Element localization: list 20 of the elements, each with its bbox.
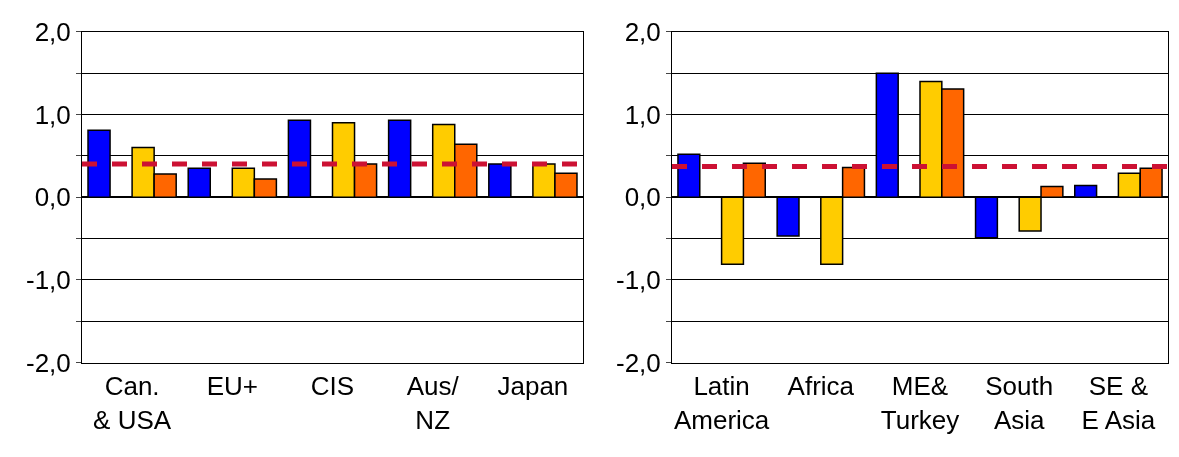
- x-tick-label: Japan: [497, 370, 569, 401]
- y-tick-label: -1,0: [615, 264, 661, 295]
- y-tick-label: -2,0: [615, 347, 661, 378]
- x-tick-label: Aus/ NZ: [406, 370, 460, 435]
- y-tick-label: 2,0: [34, 16, 71, 47]
- x-tick-label: CIS: [310, 370, 355, 401]
- x-tick-label: South Asia: [985, 370, 1054, 435]
- x-tick-label: ME& Turkey: [880, 370, 960, 435]
- x-tick-label: SE & E Asia: [1081, 370, 1156, 435]
- x-tick-label: Latin America: [673, 370, 770, 435]
- y-tick-label: 0,0: [34, 182, 71, 213]
- y-tick-label: 1,0: [34, 99, 71, 130]
- y-tick-label: -1,0: [25, 264, 71, 295]
- y-tick-label: 0,0: [624, 182, 661, 213]
- y-tick-label: 2,0: [624, 16, 661, 47]
- y-tick-label: -2,0: [25, 347, 71, 378]
- x-tick-label: Can. & USA: [93, 370, 172, 435]
- y-tick-label: 1,0: [624, 99, 661, 130]
- x-tick-label: Africa: [787, 370, 855, 401]
- x-tick-label: EU+: [206, 370, 258, 401]
